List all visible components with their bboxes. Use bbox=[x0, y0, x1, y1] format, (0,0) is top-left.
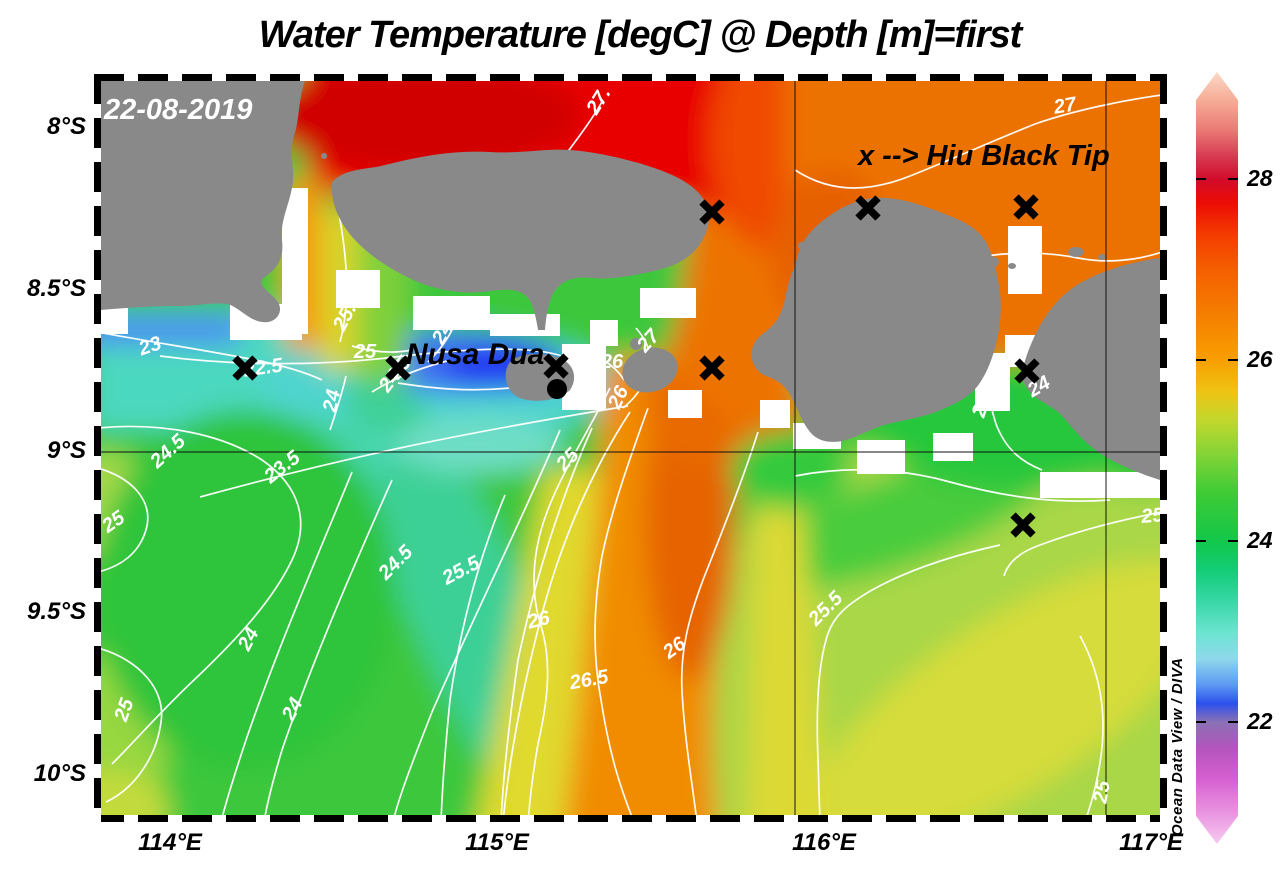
colorbar-tick bbox=[1228, 540, 1238, 542]
lat-tick-label: 9.5°S bbox=[27, 598, 86, 625]
plot-border-right bbox=[1160, 74, 1167, 822]
lon-tick-label: 115°E bbox=[465, 829, 529, 856]
station-dot-marker bbox=[547, 379, 567, 399]
lat-tick-label: 8.5°S bbox=[27, 275, 86, 302]
colorbar-tick-label: 22 bbox=[1247, 708, 1273, 734]
land-bali bbox=[331, 149, 709, 330]
page-title: Water Temperature [degC] @ Depth [m]=fir… bbox=[258, 14, 1023, 56]
odv-watermark: Ocean Data View / DIVA bbox=[1169, 657, 1186, 836]
station-cross-marker bbox=[385, 355, 411, 381]
contour-label: 25 bbox=[1089, 778, 1115, 806]
colorbar-tick bbox=[1228, 178, 1238, 180]
marker-legend: x --> Hiu Black Tip bbox=[858, 140, 1110, 172]
land-lombok bbox=[751, 197, 1001, 442]
contour-label: 26 bbox=[600, 351, 624, 373]
colorbar-tick bbox=[1196, 721, 1206, 723]
colorbar-tick bbox=[1228, 359, 1238, 361]
plot-border-bottom bbox=[94, 815, 1167, 822]
contour-label: 24 bbox=[319, 388, 345, 415]
contour-label: 25 bbox=[1139, 504, 1160, 528]
marker-layer bbox=[232, 194, 1040, 538]
colorbar-tick-label: 24 bbox=[1247, 527, 1273, 553]
plot-border-top bbox=[94, 74, 1167, 81]
date-label: 22-08-2019 bbox=[104, 94, 253, 126]
lat-tick-label: 8°S bbox=[47, 113, 86, 140]
temperature-map: 27. 2727262625.52524.524242322.523.524.52… bbox=[101, 81, 1160, 815]
contour-label: 27 bbox=[1051, 93, 1079, 119]
colorbar-tick bbox=[1196, 178, 1206, 180]
plot-border-left bbox=[94, 74, 101, 822]
lat-tick-label: 9°S bbox=[47, 437, 86, 464]
colorbar-tick bbox=[1228, 721, 1238, 723]
lon-tick-label: 114°E bbox=[138, 829, 202, 856]
lon-tick-label: 117°E bbox=[1119, 829, 1183, 856]
lat-tick-label: 10°S bbox=[33, 760, 86, 787]
station-cross-marker bbox=[699, 355, 725, 381]
station-name-nusa-dua: Nusa Dua bbox=[406, 338, 545, 371]
station-cross-marker bbox=[543, 353, 569, 379]
land-sumbawa bbox=[1022, 258, 1160, 480]
station-cross-marker bbox=[855, 195, 881, 221]
colorbar-tick-label: 28 bbox=[1247, 165, 1273, 191]
colorbar-tick bbox=[1196, 540, 1206, 542]
contour-label: 25 bbox=[353, 341, 377, 363]
land-islets bbox=[321, 153, 1106, 291]
land-java bbox=[101, 81, 305, 323]
land-nusa-penida bbox=[622, 347, 678, 393]
land-nusa-lembongan bbox=[630, 338, 642, 350]
colorbar-tick-label: 26 bbox=[1247, 346, 1273, 372]
colorbar-tick bbox=[1196, 359, 1206, 361]
station-cross-marker bbox=[1010, 512, 1036, 538]
station-cross-marker bbox=[232, 355, 258, 381]
grid-lines bbox=[101, 81, 1160, 815]
land-masses bbox=[101, 81, 1160, 480]
colorbar bbox=[1196, 72, 1238, 844]
station-cross-marker bbox=[1013, 194, 1039, 220]
station-cross-marker bbox=[1014, 358, 1040, 384]
lon-tick-label: 116°E bbox=[792, 829, 856, 856]
station-cross-marker bbox=[699, 199, 725, 225]
